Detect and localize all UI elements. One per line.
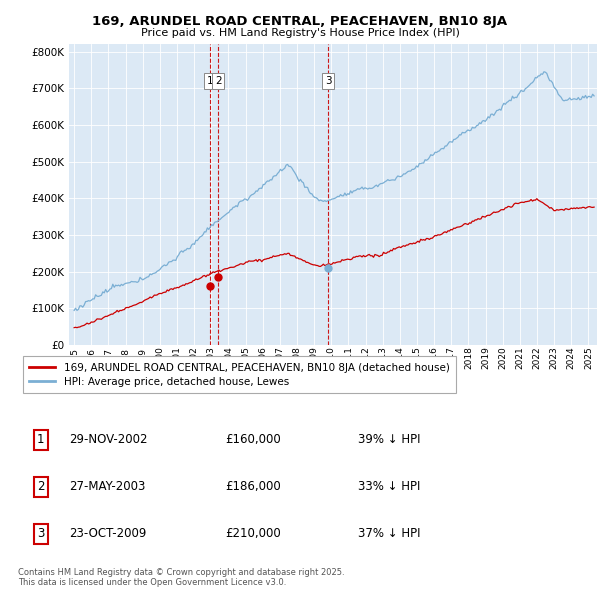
Text: 169, ARUNDEL ROAD CENTRAL, PEACEHAVEN, BN10 8JA: 169, ARUNDEL ROAD CENTRAL, PEACEHAVEN, B… (92, 15, 508, 28)
Text: 3: 3 (37, 527, 44, 540)
Text: 2: 2 (37, 480, 44, 493)
Text: £210,000: £210,000 (225, 527, 281, 540)
Text: 1: 1 (37, 433, 44, 446)
Text: 1: 1 (206, 76, 213, 86)
Text: 2: 2 (215, 76, 221, 86)
Legend: 169, ARUNDEL ROAD CENTRAL, PEACEHAVEN, BN10 8JA (detached house), HPI: Average p: 169, ARUNDEL ROAD CENTRAL, PEACEHAVEN, B… (23, 356, 456, 393)
Text: Contains HM Land Registry data © Crown copyright and database right 2025.
This d: Contains HM Land Registry data © Crown c… (18, 568, 344, 587)
Text: 23-OCT-2009: 23-OCT-2009 (70, 527, 147, 540)
Text: 27-MAY-2003: 27-MAY-2003 (70, 480, 146, 493)
Text: 3: 3 (325, 76, 331, 86)
Text: 39% ↓ HPI: 39% ↓ HPI (358, 433, 420, 446)
Text: 29-NOV-2002: 29-NOV-2002 (70, 433, 148, 446)
Text: £186,000: £186,000 (225, 480, 281, 493)
Text: 37% ↓ HPI: 37% ↓ HPI (358, 527, 420, 540)
Text: 33% ↓ HPI: 33% ↓ HPI (358, 480, 420, 493)
Text: Price paid vs. HM Land Registry's House Price Index (HPI): Price paid vs. HM Land Registry's House … (140, 28, 460, 38)
Text: £160,000: £160,000 (225, 433, 281, 446)
